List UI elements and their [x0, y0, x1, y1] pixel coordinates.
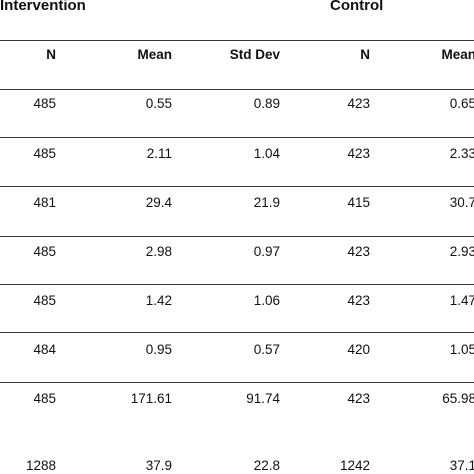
cell-intervention-std-dev: 1.06: [253, 293, 280, 308]
cell-control-mean: 37.1: [449, 458, 474, 473]
row-rule: [0, 137, 474, 138]
column-header-control-n: N: [360, 47, 370, 62]
cell-control-mean: 30.7: [449, 195, 474, 210]
cell-intervention-n: 481: [33, 195, 56, 210]
cell-control-mean: 2.93: [449, 244, 474, 259]
header-rule: [0, 40, 474, 41]
cell-control-n: 423: [347, 391, 370, 406]
cell-control-n: 423: [347, 293, 370, 308]
cell-control-mean: 1.05: [449, 342, 474, 357]
row-rule: [0, 236, 474, 237]
cell-intervention-mean: 29.4: [145, 195, 172, 210]
cell-intervention-n: 1288: [25, 458, 56, 473]
row-rule: [0, 332, 474, 333]
cell-control-mean: 2.33: [449, 146, 474, 161]
cell-control-n: 423: [347, 244, 370, 259]
column-header-control-mean: Mean: [441, 47, 474, 62]
cell-intervention-mean: 2.98: [145, 244, 172, 259]
column-header-intervention-std-dev: Std Dev: [229, 47, 280, 62]
column-header-intervention-mean: Mean: [137, 47, 172, 62]
cell-intervention-std-dev: 91.74: [246, 391, 280, 406]
cell-intervention-n: 485: [33, 244, 56, 259]
cell-intervention-mean: 0.55: [145, 96, 172, 111]
cell-intervention-std-dev: 0.89: [253, 96, 280, 111]
cell-intervention-mean: 1.42: [145, 293, 172, 308]
cell-intervention-std-dev: 1.04: [253, 146, 280, 161]
cell-intervention-std-dev: 22.8: [253, 458, 280, 473]
cell-intervention-std-dev: 0.57: [253, 342, 280, 357]
cell-intervention-n: 485: [33, 146, 56, 161]
cell-control-n: 420: [347, 342, 370, 357]
row-rule: [0, 382, 474, 383]
cell-control-mean: 65.98: [442, 391, 474, 406]
cell-control-mean: 1.47: [449, 293, 474, 308]
group-header-control: Control: [330, 0, 384, 14]
cell-intervention-n: 485: [33, 96, 56, 111]
cell-intervention-n: 484: [33, 342, 56, 357]
row-rule: [0, 89, 474, 90]
row-rule: [0, 284, 474, 285]
cell-intervention-mean: 37.9: [145, 458, 172, 473]
column-header-intervention-n: N: [46, 47, 56, 62]
cell-intervention-std-dev: 0.97: [253, 244, 280, 259]
cell-control-n: 423: [347, 146, 370, 161]
cell-control-n: 415: [347, 195, 370, 210]
cell-intervention-std-dev: 21.9: [253, 195, 280, 210]
cell-intervention-n: 485: [33, 391, 56, 406]
row-rule: [0, 186, 474, 187]
cell-intervention-mean: 2.11: [146, 146, 172, 161]
cell-intervention-mean: 171.61: [130, 391, 172, 406]
cell-control-n: 423: [347, 96, 370, 111]
cell-control-mean: 0.65: [449, 96, 474, 111]
group-header-intervention: Intervention: [0, 0, 86, 14]
cell-intervention-n: 485: [33, 293, 56, 308]
cell-control-n: 1242: [339, 458, 370, 473]
cell-intervention-mean: 0.95: [145, 342, 172, 357]
